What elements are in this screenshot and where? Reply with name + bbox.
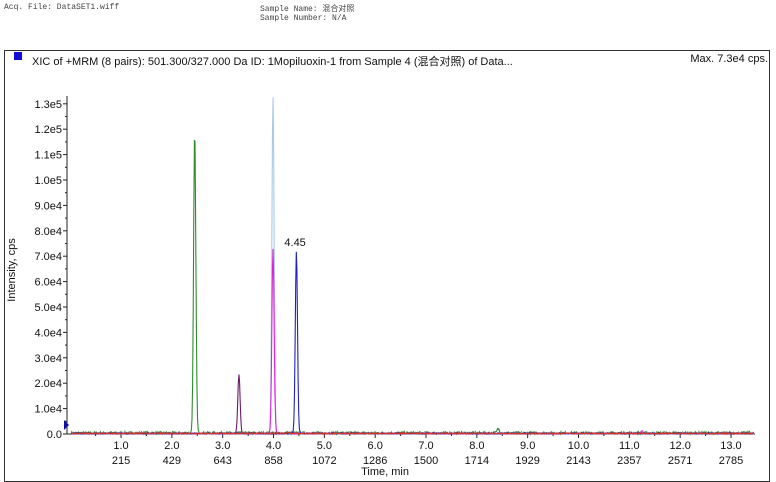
sample-number: Sample Number: N/A [260, 14, 347, 23]
x-scan-label: 2785 [719, 455, 743, 467]
x-scan-label: 1929 [515, 455, 539, 467]
x-tick-label: 1.0 [113, 440, 128, 452]
legend-swatch [14, 52, 22, 60]
y-tick-label: 8.0e4 [34, 226, 62, 238]
series-trace [71, 374, 754, 436]
x-scan-label: 1072 [312, 455, 336, 467]
y-tick-label: 4.0e4 [34, 327, 62, 339]
x-tick-label: 7.0 [418, 440, 433, 452]
x-tick-label: 4.0 [266, 440, 281, 452]
x-tick-label: 11.0 [619, 440, 640, 452]
y-tick-label: 9.0e4 [34, 200, 62, 212]
x-scan-label: 1500 [414, 455, 438, 467]
y-tick-label: 6.0e4 [34, 277, 62, 289]
x-tick-label: 13.0 [720, 440, 741, 452]
x-scan-label: 858 [264, 455, 282, 467]
x-tick-label: 5.0 [317, 440, 332, 452]
x-scan-label: 1286 [363, 455, 387, 467]
y-tick-label: 1.2e5 [34, 124, 62, 136]
chart-title: XIC of +MRM (8 pairs): 501.300/327.000 D… [32, 56, 513, 68]
y-axis-label: Intensity, cps [6, 238, 18, 302]
y-tick-label: 1.1e5 [34, 150, 62, 162]
x-scan-label: 2571 [668, 455, 692, 467]
y-tick-label: 5.0e4 [34, 302, 62, 314]
y-tick-label: 3.0e4 [34, 353, 62, 365]
x-tick-label: 8.0 [469, 440, 484, 452]
series-trace [70, 139, 755, 437]
max-intensity-label: Max. 7.3e4 cps. [690, 53, 768, 65]
y-tick-label: 0.0 [47, 429, 62, 441]
x-scan-label: 643 [214, 455, 232, 467]
x-tick-label: 6.0 [368, 440, 383, 452]
y-tick-label: 1.3e5 [34, 99, 62, 111]
x-tick-label: 3.0 [215, 440, 230, 452]
series-trace [70, 248, 755, 436]
series-trace [71, 431, 755, 436]
sample-name: Sample Name: 混合对照 [260, 5, 355, 14]
x-scan-label: 1714 [465, 455, 489, 467]
x-tick-label: 9.0 [520, 440, 535, 452]
x-axis-label: Time, min [361, 466, 409, 478]
threshold-marker-icon [64, 420, 69, 430]
y-tick-label: 1.0e5 [34, 175, 62, 187]
x-scan-label: 429 [163, 455, 181, 467]
x-scan-label: 2357 [617, 455, 641, 467]
acq-file: Acq. File: DataSET1.wiff [4, 3, 120, 12]
x-tick-label: 12.0 [669, 440, 690, 452]
x-tick-label: 2.0 [164, 440, 179, 452]
x-tick-label: 10.0 [568, 440, 589, 452]
x-scan-label: 215 [112, 455, 130, 467]
y-tick-label: 7.0e4 [34, 251, 62, 263]
y-tick-label: 1.0e4 [34, 404, 62, 416]
x-scan-label: 2143 [566, 455, 590, 467]
series-trace [71, 97, 754, 436]
y-tick-label: 2.0e4 [34, 378, 62, 390]
series-trace [70, 251, 755, 436]
peak-label: 4.45 [284, 237, 305, 249]
